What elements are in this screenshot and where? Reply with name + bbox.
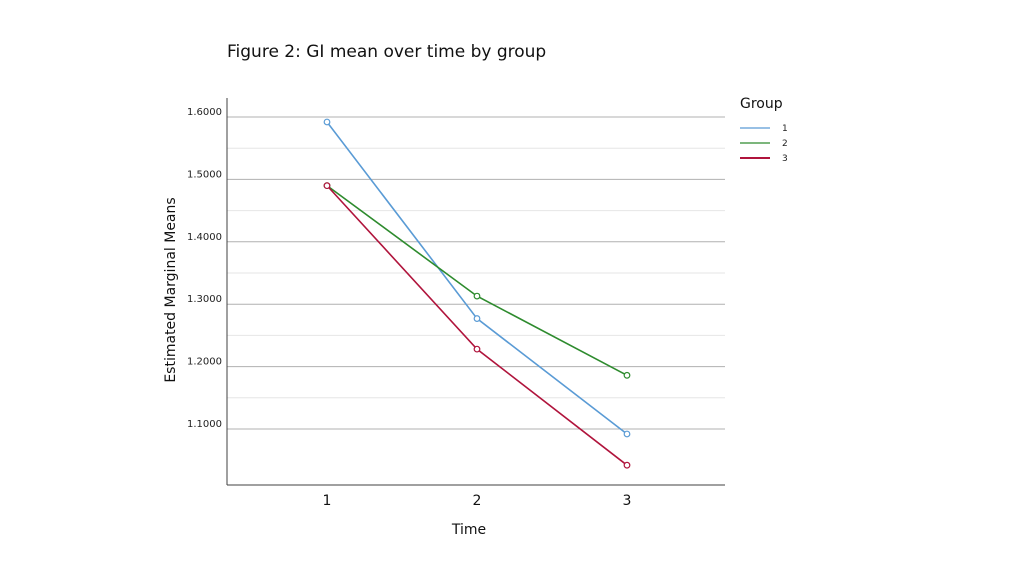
- series-line-group-3: [326, 185, 628, 466]
- data-point-group-2: [623, 371, 631, 379]
- legend-label: 1: [782, 124, 788, 134]
- figure-title: Figure 2: GI mean over time by group: [227, 42, 547, 62]
- grid-layer: [227, 116, 725, 430]
- series-line-group-1: [326, 121, 628, 435]
- data-point-group-3: [623, 461, 631, 469]
- y-tick-label: 1.3000: [187, 294, 222, 305]
- legend-label: 2: [782, 139, 788, 149]
- data-point-group-3: [473, 345, 481, 353]
- data-point-group-3: [323, 182, 331, 190]
- y-tick-label: 1.4000: [187, 232, 222, 243]
- tick-layer: 1.1000 1.2000 1.3000 1.4000 1.5000 1.6000 1 2 3: [187, 107, 631, 509]
- legend: Group 1 2 3: [740, 96, 788, 164]
- y-tick-label: 1.1000: [187, 419, 222, 430]
- y-tick-label: 1.6000: [187, 107, 222, 118]
- data-point-group-1: [623, 430, 631, 438]
- x-tick-label: 3: [623, 493, 632, 509]
- x-tick-label: 1: [323, 493, 332, 509]
- data-point-group-1: [323, 118, 331, 126]
- axes-layer: [226, 98, 725, 486]
- x-axis-title: Time: [451, 522, 486, 538]
- y-axis-title: Estimated Marginal Means: [163, 197, 179, 382]
- x-tick-label: 2: [473, 493, 482, 509]
- series-layer: [323, 118, 631, 469]
- legend-label: 3: [782, 154, 788, 164]
- data-point-group-1: [473, 315, 481, 322]
- legend-title: Group: [740, 96, 783, 112]
- y-tick-label: 1.2000: [187, 357, 222, 368]
- y-tick-label: 1.5000: [187, 169, 222, 180]
- data-point-group-2: [473, 292, 481, 300]
